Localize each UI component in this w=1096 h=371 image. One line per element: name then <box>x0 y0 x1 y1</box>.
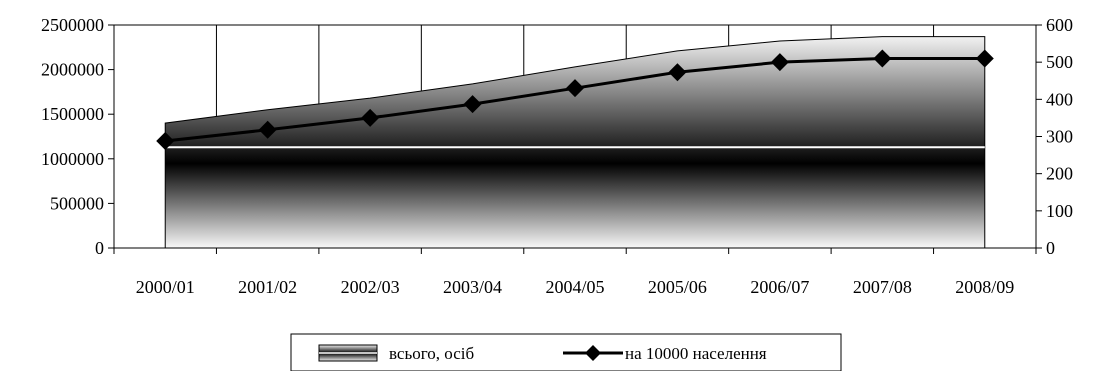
data-point-marker <box>566 79 584 98</box>
right-tick-label: 300 <box>1046 127 1073 147</box>
data-point-marker <box>258 120 277 139</box>
left-tick-label: 0 <box>95 238 104 258</box>
left-tick-label: 1000000 <box>41 149 104 169</box>
data-point-marker <box>975 49 994 68</box>
left-tick-label: 1500000 <box>41 104 104 124</box>
left-tick-label: 500000 <box>50 193 104 213</box>
right-tick-label: 0 <box>1046 238 1055 258</box>
right-tick-label: 500 <box>1046 52 1073 72</box>
x-tick-label: 2001/02 <box>238 277 297 297</box>
legend-line-swatch <box>563 345 623 361</box>
data-point-marker <box>463 95 482 114</box>
right-tick-label: 200 <box>1046 164 1073 184</box>
data-point-marker <box>156 131 175 150</box>
data-point-marker <box>668 63 687 82</box>
right-tick-label: 400 <box>1046 89 1073 109</box>
x-tick-label: 2007/08 <box>853 277 912 297</box>
x-tick-label: 2004/05 <box>545 277 604 297</box>
left-tick-label: 2000000 <box>41 60 104 80</box>
left-axis: 0 500000 1000000 1500000 2000000 2500000 <box>41 15 114 258</box>
x-tick-label: 2002/03 <box>341 277 400 297</box>
data-point-marker <box>873 49 892 68</box>
right-tick-label: 100 <box>1046 201 1073 221</box>
area-total <box>164 36 986 249</box>
legend: всього, осіб на 10000 населення <box>290 333 842 371</box>
right-tick-label: 600 <box>1046 15 1073 35</box>
x-tick-label: 2000/01 <box>136 277 195 297</box>
x-axis: 2000/01 2001/02 2002/03 2003/04 2004/05 2005/… <box>113 248 1037 297</box>
legend-area-swatch <box>318 344 378 362</box>
right-axis: 0 100 200 300 400 500 600 <box>1036 15 1073 258</box>
line-series <box>156 49 994 150</box>
data-point-marker <box>361 108 380 127</box>
left-tick-label: 2500000 <box>41 15 104 35</box>
data-point-marker <box>770 53 789 72</box>
x-tick-label: 2003/04 <box>443 277 502 297</box>
legend-label-per10000: на 10000 населення <box>625 344 767 363</box>
area-series <box>164 36 986 249</box>
x-tick-label: 2006/07 <box>750 277 809 297</box>
x-tick-label: 2008/09 <box>955 277 1014 297</box>
legend-label-total: всього, осіб <box>389 344 474 363</box>
x-tick-label: 2005/06 <box>648 277 707 297</box>
